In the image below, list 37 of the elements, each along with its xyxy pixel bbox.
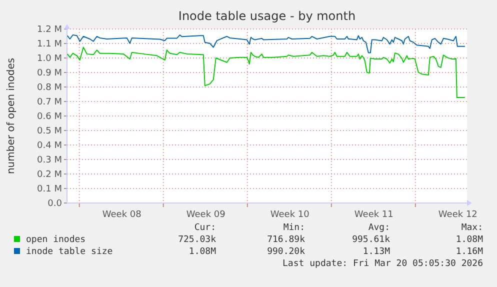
text: 995.61k <box>352 235 391 245</box>
line-series <box>66 46 466 98</box>
y-tick-label: 0.6 M <box>37 112 62 122</box>
y-tick-label: 0.8 M <box>37 83 62 94</box>
x-tick-label: Week 09 <box>186 210 226 220</box>
y-tick-label: 0.2 M <box>37 170 62 180</box>
text: 1.13M <box>362 247 391 257</box>
y-tick-label: 0.4 M <box>37 141 62 152</box>
y-tick-label: 0.7 M <box>37 98 62 108</box>
x-tick-label: Week 12 <box>438 210 478 220</box>
y-axis-title: number of open inodes <box>6 58 17 174</box>
y-tick-label: 0.1 M <box>37 184 62 195</box>
legend-label: inode table size <box>26 247 113 257</box>
y-tick-label: 1.0 M <box>37 54 62 64</box>
text: Last update: Fri Mar 20 05:05:30 2026 <box>282 259 483 269</box>
y-tick-label: 0.5 M <box>37 126 62 137</box>
text: 1.16M <box>456 247 484 257</box>
text: Cur: <box>194 223 216 233</box>
text: Max: <box>461 223 483 233</box>
y-tick-label: 0.3 M <box>37 156 62 166</box>
text: 1.08M <box>188 247 217 257</box>
x-tick-label: Week 11 <box>354 210 394 220</box>
chart-title: Inode table usage - by month <box>178 9 356 23</box>
y-tick-label: 0.0 <box>48 199 62 210</box>
text: Min: <box>283 223 305 233</box>
text: 1.08M <box>456 235 484 245</box>
x-tick-label: Week 08 <box>102 210 142 220</box>
y-tick-label: 0.9 M <box>37 68 62 79</box>
text: 990.20k <box>267 247 306 257</box>
text: 725.03k <box>178 235 217 245</box>
line-series <box>66 34 466 54</box>
y-tick-label: 1.2 M <box>37 25 62 36</box>
x-tick-label: Week 10 <box>270 210 310 220</box>
text: Avg: <box>368 223 390 233</box>
text: 716.89k <box>267 235 306 245</box>
legend-label: open inodes <box>26 235 86 245</box>
y-tick-label: 1.1 M <box>37 40 62 50</box>
